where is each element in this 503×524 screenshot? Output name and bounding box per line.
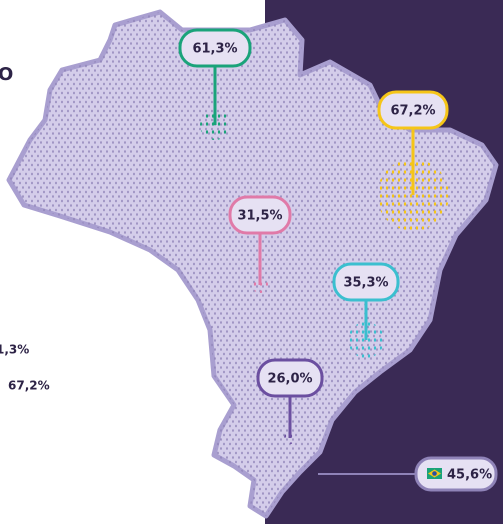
region-pin: 67,2% bbox=[377, 90, 449, 231]
region-label: 31,5% bbox=[237, 209, 282, 224]
flag-globe bbox=[432, 471, 437, 476]
region-pin: 61,3% bbox=[178, 28, 252, 140]
region-pin: 35,3% bbox=[332, 262, 400, 358]
pin-label-box bbox=[228, 195, 292, 235]
region-label: 26,0% bbox=[267, 372, 312, 387]
map-texture bbox=[9, 12, 496, 516]
cropped-title: O bbox=[0, 64, 13, 85]
pin-label-box bbox=[414, 456, 498, 492]
cropped-label: 67,2% bbox=[8, 379, 50, 393]
region-pin: 31,5% bbox=[228, 195, 292, 293]
pin-label-box bbox=[332, 262, 400, 302]
pin-label-box bbox=[178, 28, 252, 68]
pin-label-box bbox=[256, 358, 324, 398]
cropped-label: 1,3% bbox=[0, 343, 29, 357]
region-label: 35,3% bbox=[343, 276, 388, 291]
region-pin: 26,0% bbox=[256, 358, 324, 444]
national-label: 45,6% bbox=[447, 468, 492, 483]
national-pin: 45,6% bbox=[318, 456, 498, 492]
pin-label-box bbox=[377, 90, 449, 130]
region-label: 67,2% bbox=[390, 104, 435, 119]
region-label: 61,3% bbox=[192, 42, 237, 57]
